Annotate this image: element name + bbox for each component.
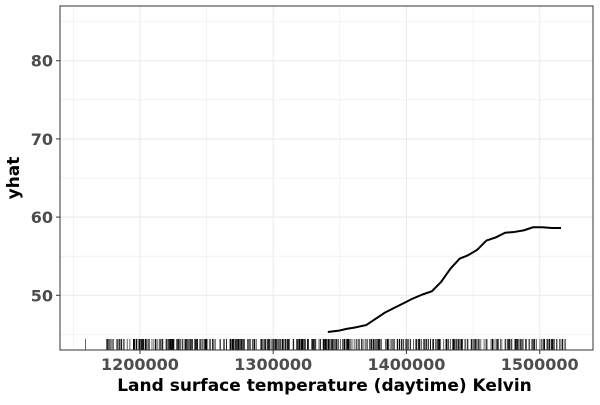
x-tick-label: 1300000	[234, 355, 312, 374]
minor-gridlines	[60, 6, 593, 350]
y-axis-title: yhat	[4, 157, 24, 200]
y-tick-label: 50	[31, 286, 53, 305]
series-line	[327, 226, 562, 334]
x-tick-label: 1200000	[101, 355, 179, 374]
x-axis-title: Land surface temperature (daytime) Kelvi…	[117, 376, 532, 396]
x-axis-ticks: 1200000 1300000 1400000 1500000	[101, 350, 579, 374]
major-gridlines	[60, 6, 593, 350]
panel-border	[59, 5, 594, 351]
y-tick-label: 80	[31, 52, 53, 71]
rug-marks	[85, 339, 567, 350]
series-layer	[327, 226, 562, 334]
x-tick-label: 1400000	[367, 355, 445, 374]
y-axis-ticks: 50 60 70 80	[31, 52, 60, 305]
x-tick-label: 1500000	[501, 355, 579, 374]
y-tick-label: 60	[31, 208, 53, 227]
y-tick-label: 70	[31, 130, 53, 149]
